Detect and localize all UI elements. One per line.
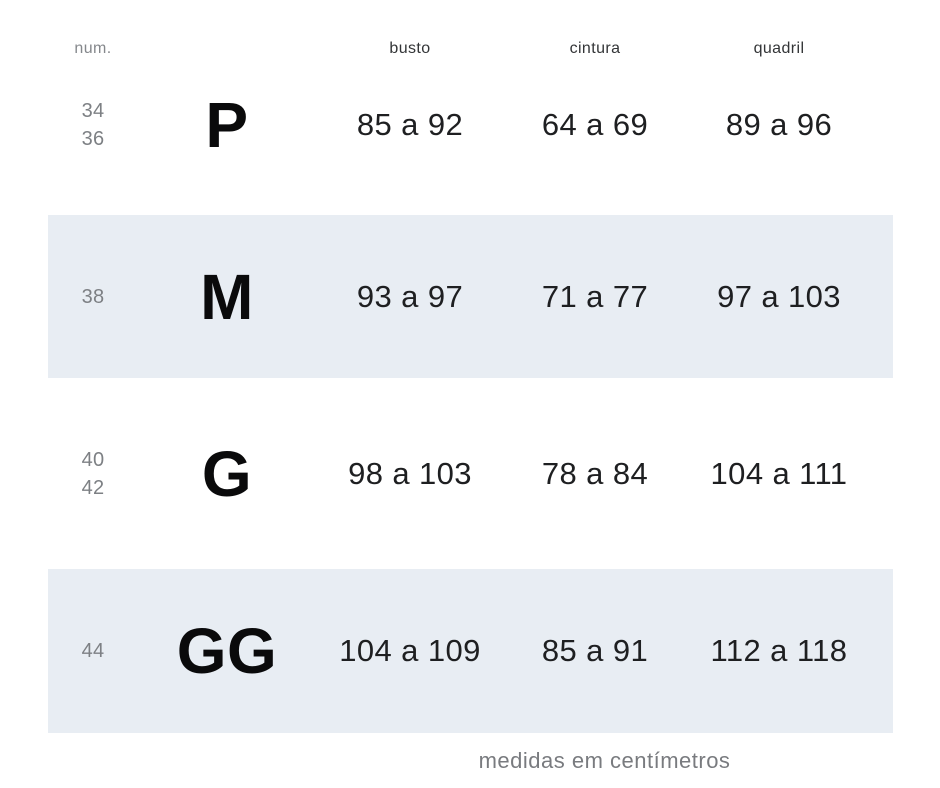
num-values: 40 42: [48, 446, 138, 502]
num-value: 42: [81, 476, 105, 499]
quadril-value: 89 a 96: [725, 107, 833, 142]
num-values: 44: [48, 637, 138, 665]
num-values: 34 36: [48, 97, 138, 153]
footer-row: medidas em centímetros: [0, 733, 940, 788]
col-header-cintura: cintura: [569, 40, 621, 57]
table-row-gg: 44 GG 104 a 109 85 a 91 112 a 118: [48, 569, 893, 733]
table-row-g: 40 42 G 98 a 103 78 a 84 104 a 111: [48, 378, 893, 569]
cintura-value: 85 a 91: [541, 633, 649, 668]
size-label: P: [205, 89, 249, 161]
table-row-p: 34 36 P 85 a 92 64 a 69 89 a 96: [48, 70, 893, 215]
busto-value: 85 a 92: [356, 107, 464, 142]
busto-value: 104 a 109: [339, 633, 481, 668]
busto-value: 93 a 97: [356, 278, 464, 314]
size-label: G: [201, 437, 253, 510]
col-header-num: num.: [74, 40, 112, 57]
quadril-value: 97 a 103: [717, 278, 841, 314]
cintura-value: 71 a 77: [541, 278, 649, 314]
col-header-quadril: quadril: [753, 40, 805, 57]
num-value: 34: [81, 100, 105, 122]
num-values: 38: [48, 283, 138, 311]
size-label: M: [200, 260, 254, 333]
cintura-value: 64 a 69: [541, 107, 649, 142]
size-label: GG: [176, 615, 278, 687]
table-row-m: 38 M 93 a 97 71 a 77 97 a 103: [48, 215, 893, 378]
num-value: 44: [81, 640, 105, 662]
quadril-value: 112 a 118: [710, 633, 848, 668]
quadril-value: 104 a 111: [710, 455, 848, 491]
col-header-busto: busto: [389, 40, 431, 57]
num-value: 36: [81, 128, 105, 150]
header-row: num. busto cintura quadril: [48, 0, 893, 70]
cintura-value: 78 a 84: [541, 455, 649, 491]
num-value: 40: [81, 448, 105, 471]
units-note: medidas em centímetros: [478, 747, 731, 773]
num-value: 38: [81, 285, 105, 308]
busto-value: 98 a 103: [348, 455, 472, 491]
